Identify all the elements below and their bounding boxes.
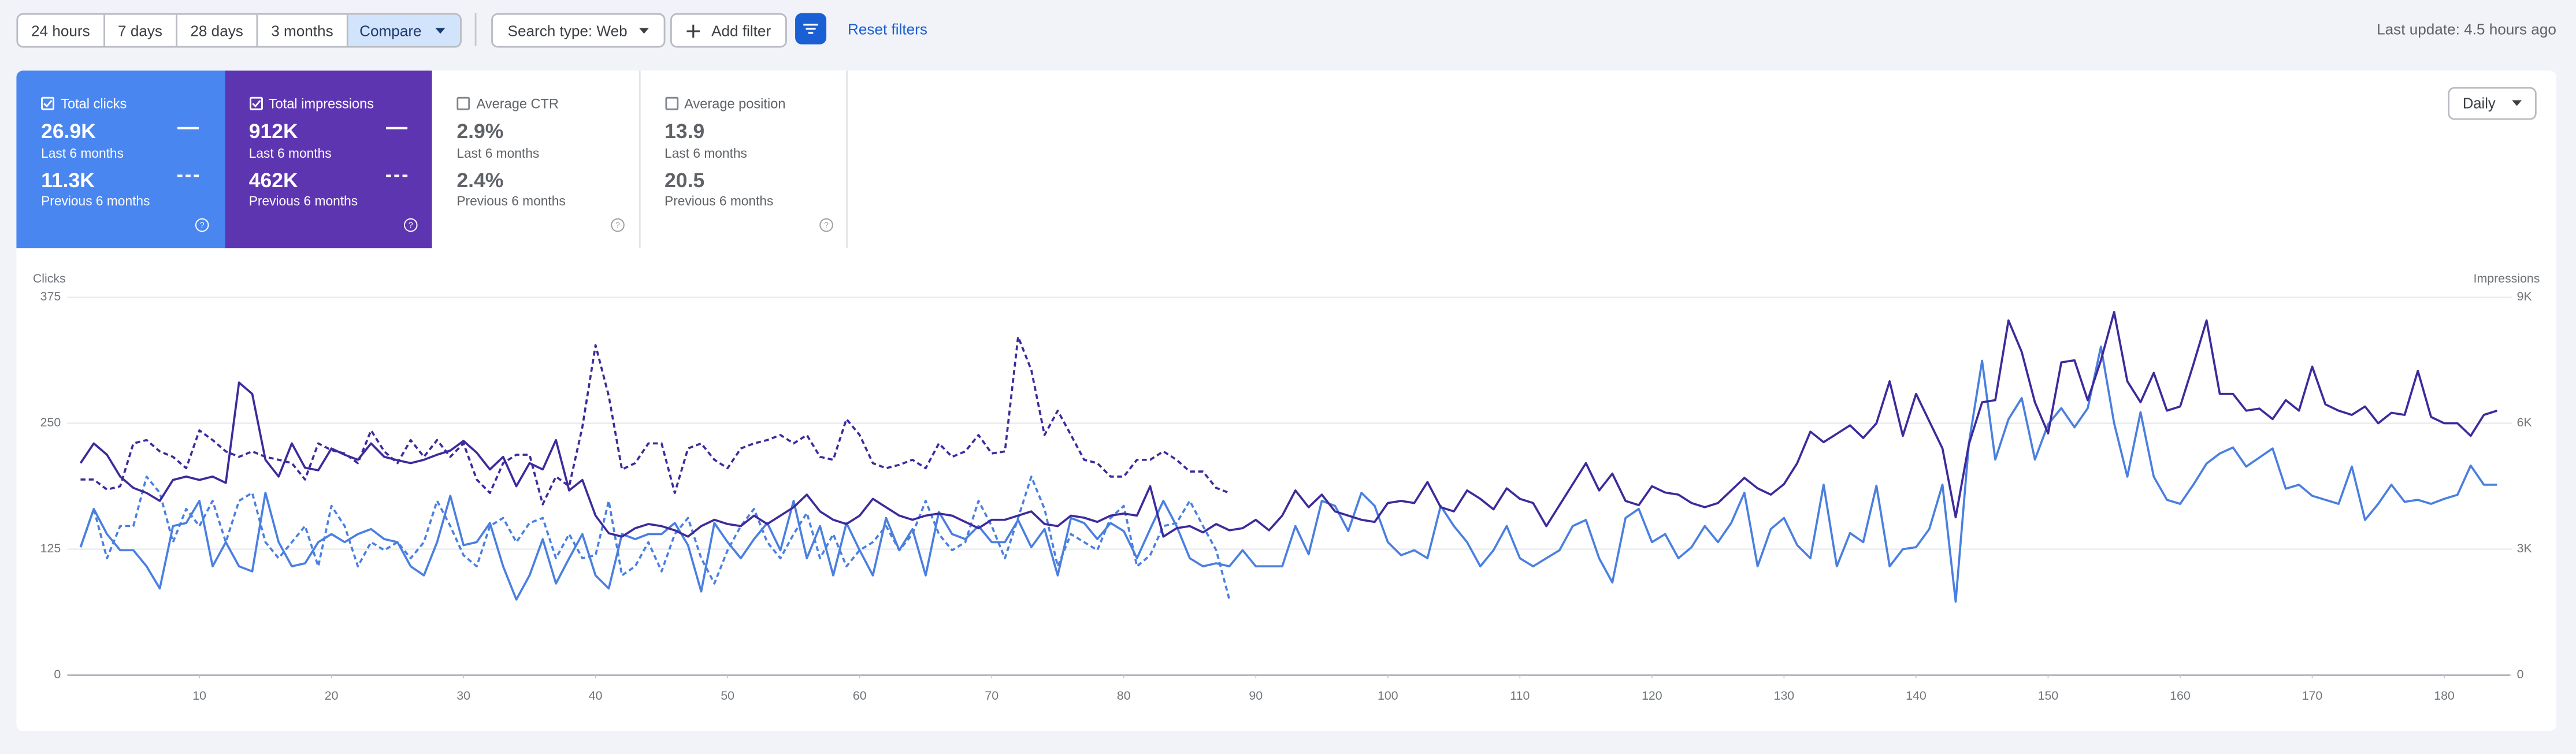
range-button[interactable]: 7 days bbox=[105, 14, 177, 46]
y-axis-title: Clicks bbox=[33, 272, 66, 285]
filter-icon bbox=[803, 23, 818, 34]
x-tick-label: 90 bbox=[1249, 689, 1263, 703]
previous-value: 462K bbox=[248, 169, 298, 192]
caret bbox=[435, 27, 445, 33]
granularity-label: Daily bbox=[2462, 95, 2496, 112]
help-icon bbox=[403, 218, 417, 232]
filter-icon-button[interactable] bbox=[795, 13, 827, 44]
x-tick-label: 120 bbox=[1642, 689, 1662, 703]
series-line bbox=[79, 311, 2497, 538]
check-mark bbox=[251, 100, 261, 108]
current-value: 13.9 bbox=[665, 120, 705, 143]
series-line bbox=[79, 346, 2497, 603]
metric-card[interactable]: Total clicks 26.9K Last 6 months 11.3K Previ… bbox=[16, 70, 225, 248]
current-label: Last 6 months bbox=[456, 146, 540, 161]
y-tick-label: 125 bbox=[40, 541, 61, 555]
search-type-label: Search type: Web bbox=[507, 22, 628, 39]
metric-card[interactable]: Total impressions 912K Last 6 months 462K Pr… bbox=[224, 70, 432, 248]
help-icon bbox=[195, 218, 209, 232]
x-tick-label: 70 bbox=[985, 689, 999, 703]
help-icon bbox=[611, 218, 625, 232]
x-tick-label: 140 bbox=[1906, 689, 1927, 703]
card-title: Total impressions bbox=[268, 95, 374, 112]
card-title: Total clicks bbox=[61, 95, 127, 112]
current-value: 26.9K bbox=[41, 120, 96, 143]
x-tick-label: 80 bbox=[1117, 689, 1131, 703]
x-tick-label: 180 bbox=[2434, 689, 2455, 703]
help-mark: ? bbox=[407, 221, 412, 230]
check-mark bbox=[43, 100, 53, 108]
y2-tick-label: 9K bbox=[2517, 289, 2532, 303]
x-tick-label: 170 bbox=[2302, 689, 2323, 703]
y2-axis-title: Impressions bbox=[2474, 272, 2540, 285]
current-label: Last 6 months bbox=[41, 146, 124, 161]
compare-label: Compare bbox=[359, 22, 422, 39]
checkbox bbox=[248, 96, 262, 110]
y-tick-label: 250 bbox=[40, 415, 61, 429]
x-tick-label: 50 bbox=[721, 689, 734, 703]
current-value: 912K bbox=[248, 120, 298, 143]
reset-filters[interactable]: Reset filters bbox=[848, 20, 927, 37]
separator bbox=[474, 13, 477, 46]
metric-card[interactable]: Average CTR 2.9% Last 6 months 2.4% Previous… bbox=[432, 70, 640, 248]
help-mark: ? bbox=[200, 221, 205, 230]
range-button[interactable]: 3 months bbox=[258, 14, 348, 46]
x-tick-label: 30 bbox=[456, 689, 470, 703]
y-tick-label: 0 bbox=[54, 667, 61, 681]
checkbox bbox=[456, 96, 470, 110]
help-icon bbox=[818, 218, 833, 232]
x-tick-label: 40 bbox=[589, 689, 603, 703]
previous-label: Previous 6 months bbox=[41, 194, 150, 209]
add-filter-label: Add filter bbox=[711, 22, 771, 39]
card-icons: ? bbox=[177, 127, 209, 232]
caret bbox=[639, 27, 649, 33]
series-line bbox=[80, 336, 1230, 506]
x-tick-label: 150 bbox=[2038, 689, 2059, 703]
series-line bbox=[79, 476, 1231, 600]
help-mark: ? bbox=[615, 221, 620, 230]
checkbox bbox=[665, 96, 678, 110]
previous-value: 11.3K bbox=[41, 169, 95, 192]
card-icons: ? bbox=[611, 218, 625, 232]
plus-icon bbox=[686, 24, 700, 37]
x-tick-label: 160 bbox=[2170, 689, 2191, 703]
x-tick-label: 130 bbox=[1774, 689, 1795, 703]
y2-tick-label: 0 bbox=[2517, 667, 2524, 681]
add-filter-button[interactable]: Add filter bbox=[670, 13, 788, 48]
previous-value: 2.4% bbox=[456, 169, 504, 192]
previous-value: 20.5 bbox=[665, 169, 705, 192]
previous-label: Previous 6 months bbox=[456, 194, 566, 209]
previous-label: Previous 6 months bbox=[665, 194, 774, 209]
card-icons: ? bbox=[385, 127, 417, 232]
previous-label: Previous 6 months bbox=[248, 194, 358, 209]
range-button[interactable]: 24 hours bbox=[18, 14, 105, 46]
card-icons: ? bbox=[818, 218, 833, 232]
last-update: Last update: 4.5 hours ago bbox=[2377, 20, 2556, 37]
current-label: Last 6 months bbox=[665, 146, 747, 161]
compare-button[interactable]: Compare bbox=[348, 14, 460, 46]
current-value: 2.9% bbox=[456, 120, 504, 143]
x-tick-label: 10 bbox=[192, 689, 206, 703]
metric-card[interactable]: Average position 13.9 Last 6 months 20.5 Pre… bbox=[640, 70, 848, 248]
checkbox bbox=[41, 96, 54, 110]
caret bbox=[2512, 100, 2522, 106]
help-mark: ? bbox=[823, 221, 828, 230]
y2-tick-label: 6K bbox=[2517, 415, 2532, 429]
range-button[interactable]: 28 days bbox=[177, 14, 258, 46]
y-tick-label: 375 bbox=[40, 289, 61, 303]
y2-tick-label: 3K bbox=[2517, 541, 2532, 555]
search-type-button[interactable]: Search type: Web bbox=[491, 13, 666, 48]
x-tick-label: 20 bbox=[325, 689, 339, 703]
card-title: Average CTR bbox=[476, 95, 559, 112]
card-title: Average position bbox=[684, 95, 786, 112]
x-tick-label: 100 bbox=[1378, 689, 1398, 703]
current-label: Last 6 months bbox=[248, 146, 332, 161]
granularity-dropdown[interactable]: Daily bbox=[2448, 87, 2537, 120]
x-tick-label: 60 bbox=[853, 689, 867, 703]
date-range-group: 24 hours 7 days 28 days 3 months Compare bbox=[16, 13, 461, 48]
x-tick-label: 110 bbox=[1510, 689, 1530, 703]
